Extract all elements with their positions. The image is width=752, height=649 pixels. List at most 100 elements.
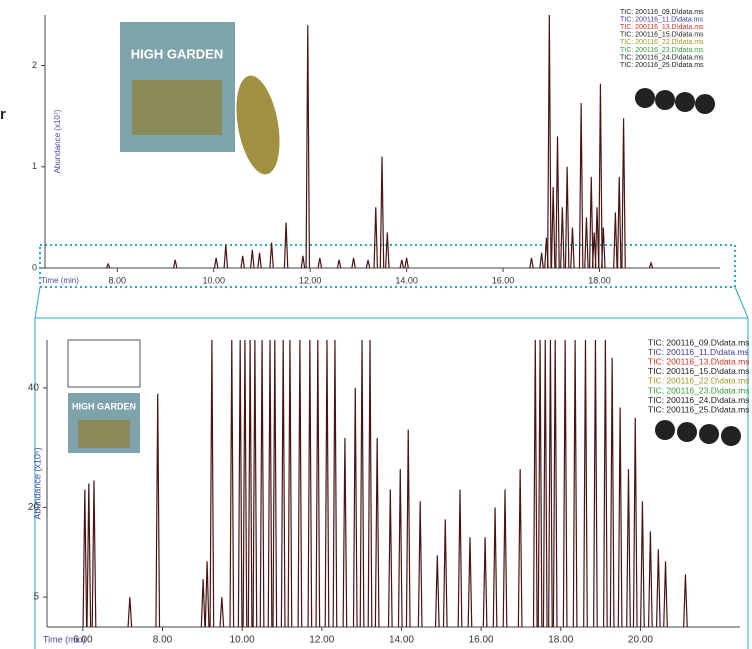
peak [590,177,593,268]
legend-entry: TIC: 200116_11.D\data.ms [648,347,749,357]
x-tick-label: 12.00 [299,275,322,285]
peak [337,260,340,268]
peak [128,597,132,627]
legend-entry: TIC: 200116_25.D\data.ms [648,404,749,414]
peak [585,217,588,268]
y-tick-label: 2 [32,60,37,70]
peak [563,340,567,627]
peak [224,245,227,268]
peak [400,260,403,268]
peak [352,258,355,268]
peak [594,340,598,627]
peak [220,597,224,627]
peak [398,469,402,627]
peak [483,537,487,627]
legend-entry: TIC: 200116_11.D\data.ms [620,16,704,23]
peak [604,340,608,627]
peak [230,340,234,627]
peak [599,84,602,268]
peak [343,438,347,627]
peak [325,340,329,627]
peak [538,340,542,627]
peak [664,561,668,627]
legend-entry: TIC: 200116_09.D\data.ms [620,9,704,16]
peak [641,501,645,627]
figure: r HIGH GARDEN HIGH GARDEN 0128.0010.0012… [0,0,752,649]
inset-images: HIGH GARDEN [68,340,741,453]
peak [633,418,637,627]
x-tick-label: 10.00 [202,275,225,285]
y-axis-label: Abundance (x10⁶) [32,447,42,519]
peak [92,481,96,627]
peak [360,340,364,627]
peak [156,394,160,627]
y-axis-label: Abundance (x10⁷) [53,109,62,173]
x-tick-label: 20.00 [628,635,653,646]
peak [353,388,357,627]
peak [493,507,497,627]
peak [374,207,377,268]
peak [316,340,320,627]
x-tick-label: 16.00 [469,635,494,646]
peak [561,207,564,268]
y-tick-label: 1 [32,161,37,171]
product-label: HIGH GARDEN [72,401,136,411]
x-tick-label: 14.00 [395,275,418,285]
peak [251,250,254,268]
peak [418,501,422,627]
peak [366,260,369,268]
peak [618,177,621,268]
x-tick-label: 18.00 [588,275,611,285]
x-tick-label: 14.00 [389,635,414,646]
peak [288,340,292,627]
peak [571,228,574,268]
peak [210,340,214,627]
peak [83,489,87,627]
y-tick-label: 40 [28,382,40,393]
peak [273,340,277,627]
peak [530,258,533,268]
peak [243,340,247,627]
legend-entry: TIC: 200116_22.D\data.ms [648,376,749,386]
peak [684,574,688,627]
y-tick-label: 5 [33,592,39,603]
peak [241,256,244,268]
peak [610,358,614,627]
peak [405,258,408,268]
peak [553,340,557,627]
legend-entry: TIC: 200116_13.D\data.ms [648,356,749,366]
peak [406,430,410,627]
legend-entry: TIC: 200116_24.D\data.ms [648,395,749,405]
peak [565,167,568,268]
peak [268,340,272,627]
x-tick-label: 16.00 [492,275,515,285]
peak [380,157,383,268]
x-axis-label: Time (min) [41,276,79,285]
peak [368,340,372,627]
product-image: HIGH GARDEN [120,22,286,178]
y-tick-label: 0 [32,262,37,272]
x-tick-label: 12.00 [309,635,334,646]
legend-entry: TIC: 200116_09.D\data.ms [648,337,749,347]
peak [258,253,261,268]
peak [248,340,252,627]
peak [618,408,622,627]
peak [214,258,217,268]
peak [468,537,472,627]
peak [584,340,588,627]
x-tick-label: 8.00 [153,635,173,646]
legend-entry: TIC: 200116_22.D\data.ms [620,39,704,46]
product-label: HIGH GARDEN [131,46,223,61]
peak [549,340,553,627]
peak [548,15,551,268]
zoom-region [40,245,735,287]
peak [106,264,109,268]
peak [443,519,447,627]
peak [551,187,554,268]
peak [556,136,559,268]
peak [173,260,176,268]
peak [270,243,273,268]
legend-entry: TIC: 200116_25.D\data.ms [620,62,704,69]
peak [389,489,393,627]
peak [614,212,617,268]
